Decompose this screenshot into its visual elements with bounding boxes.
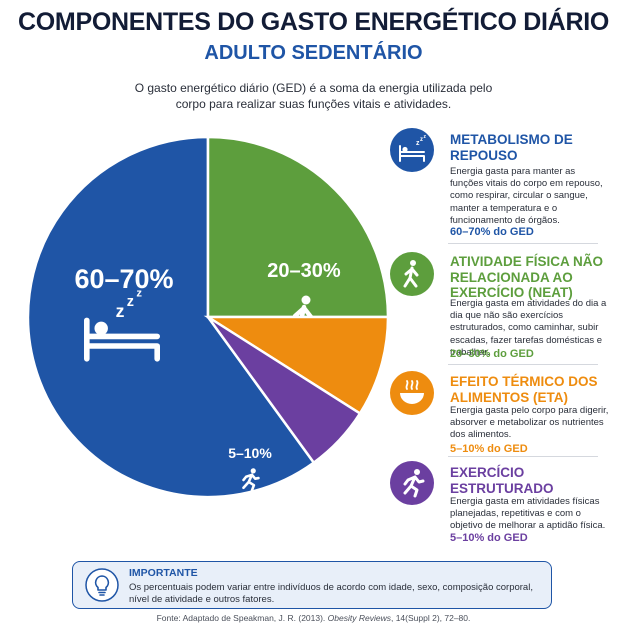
walking-person-icon (403, 260, 419, 288)
important-note: IMPORTANTE Os percentuais podem variar e… (72, 561, 552, 609)
panel-icon-circle (390, 461, 434, 505)
hot-bowl-icon (400, 380, 424, 404)
panel-description: Energia gasta para manter as funções vit… (450, 166, 603, 226)
svg-text:z: z (416, 140, 420, 147)
panel-percentage: 5–10% do GED (450, 532, 528, 544)
sleeping-person-icon: z z z (399, 134, 427, 162)
page-title: COMPONENTES DO GASTO ENERGÉTICO DIÁRIO (18, 8, 609, 36)
panel-description: Energia gasta em atividades físicas plan… (450, 496, 606, 532)
svg-text:z: z (420, 137, 423, 143)
source-prefix: Fonte: Adaptado de Speakman, J. R. (2013… (156, 613, 328, 623)
pie-label-exercise: 5–10% (228, 445, 272, 461)
intro-text: O gasto energético diário (GED) é a soma… (134, 81, 493, 111)
pie-slice-exercise (206, 315, 362, 465)
note-text: Os percentuais podem variar entre indiví… (129, 582, 533, 605)
svg-text:z: z (136, 287, 142, 299)
panel-percentage: 20–30% do GED (450, 348, 534, 360)
divider (448, 243, 598, 244)
source-citation: Fonte: Adaptado de Speakman, J. R. (2013… (0, 613, 627, 623)
svg-text:z: z (116, 301, 125, 321)
panel-icon-circle (390, 252, 434, 296)
panel-title: METABOLISMO DE REPOUSO (450, 132, 573, 163)
panel-percentage: 60–70% do GED (450, 226, 534, 238)
source-suffix: , 14(Suppl 2), 72–80. (390, 613, 471, 623)
running-person-icon (242, 468, 260, 492)
pie-slice-eta (203, 315, 390, 416)
page-subtitle: ADULTO SEDENTÁRIO (204, 42, 423, 64)
pie-label-rest: 60–70% (74, 264, 173, 294)
panel-title: ATIVIDADE FÍSICA NÃO RELACIONADA AO EXER… (450, 254, 604, 300)
running-person-icon (403, 469, 425, 498)
sleeping-person-icon: z zz (83, 287, 161, 362)
panel-icon-circle: z z z (390, 128, 434, 172)
source-journal: Obesity Reviews (327, 613, 391, 623)
lightbulb-icon (85, 568, 119, 602)
pie-slice-rest (26, 135, 316, 499)
divider (448, 456, 598, 457)
note-heading: IMPORTANTE (129, 567, 198, 579)
panel-icon-circle (390, 371, 434, 415)
panel-percentage: 5–10% do GED (450, 443, 528, 455)
panel-title: EFEITO TÉRMICO DOS ALIMENTOS (ETA) (450, 374, 598, 405)
pie-slice-neat (206, 135, 390, 319)
panel-description: Energia gasta pelo corpo para digerir, a… (450, 405, 609, 441)
panel-title: EXERCÍCIO ESTRUTURADO (450, 465, 554, 496)
pie-label-neat: 20–30% (267, 260, 341, 282)
divider (448, 364, 598, 365)
panel-description: Energia gasta em atividades do dia a dia… (450, 298, 607, 358)
svg-text:z: z (127, 294, 134, 310)
svg-text:z: z (424, 134, 427, 140)
